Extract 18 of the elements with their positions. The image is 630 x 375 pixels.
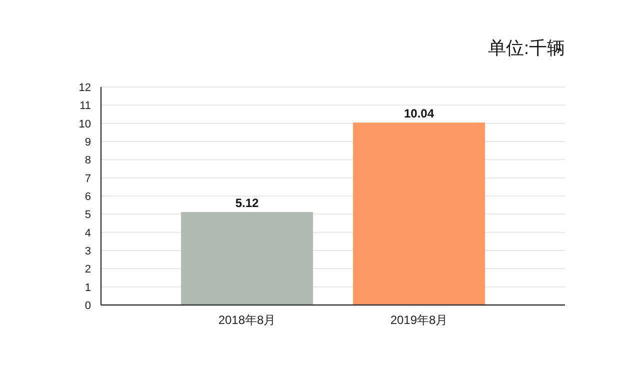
y-tick-label: 9	[84, 136, 91, 148]
text: 单位:千辆	[488, 38, 565, 58]
y-tick-label: 4	[84, 227, 91, 240]
y-tick-label: 7	[84, 172, 91, 185]
y-tick-label: 2	[84, 264, 91, 276]
y-tick-label: 1	[84, 282, 91, 294]
y-tick-label: 6	[84, 191, 91, 203]
y-tick-label: 11	[80, 100, 91, 112]
x-tick-label: 2018年8月	[218, 313, 276, 327]
data-label: 5.12	[235, 196, 259, 210]
y-tick-label: 10	[78, 118, 91, 130]
data-label: 10.04	[404, 106, 434, 121]
y-tick-label: 12	[78, 82, 91, 94]
x-tick-label: 2019年8月	[390, 313, 448, 327]
y-tick-label: 8	[84, 154, 91, 167]
y-tick-label: 0	[84, 300, 91, 312]
y-tick-label: 3	[84, 246, 91, 258]
y-tick-label: 5	[84, 209, 91, 222]
